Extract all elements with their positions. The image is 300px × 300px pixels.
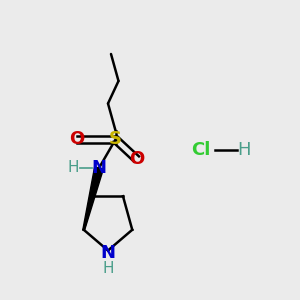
Text: O: O: [69, 130, 84, 148]
Text: O: O: [129, 150, 144, 168]
Text: H: H: [238, 141, 251, 159]
Text: N: N: [100, 244, 116, 262]
Text: H: H: [102, 261, 114, 276]
Text: N: N: [92, 159, 106, 177]
Text: Cl: Cl: [191, 141, 211, 159]
Text: S: S: [109, 130, 122, 148]
Polygon shape: [83, 167, 104, 230]
Text: H: H: [68, 160, 79, 175]
